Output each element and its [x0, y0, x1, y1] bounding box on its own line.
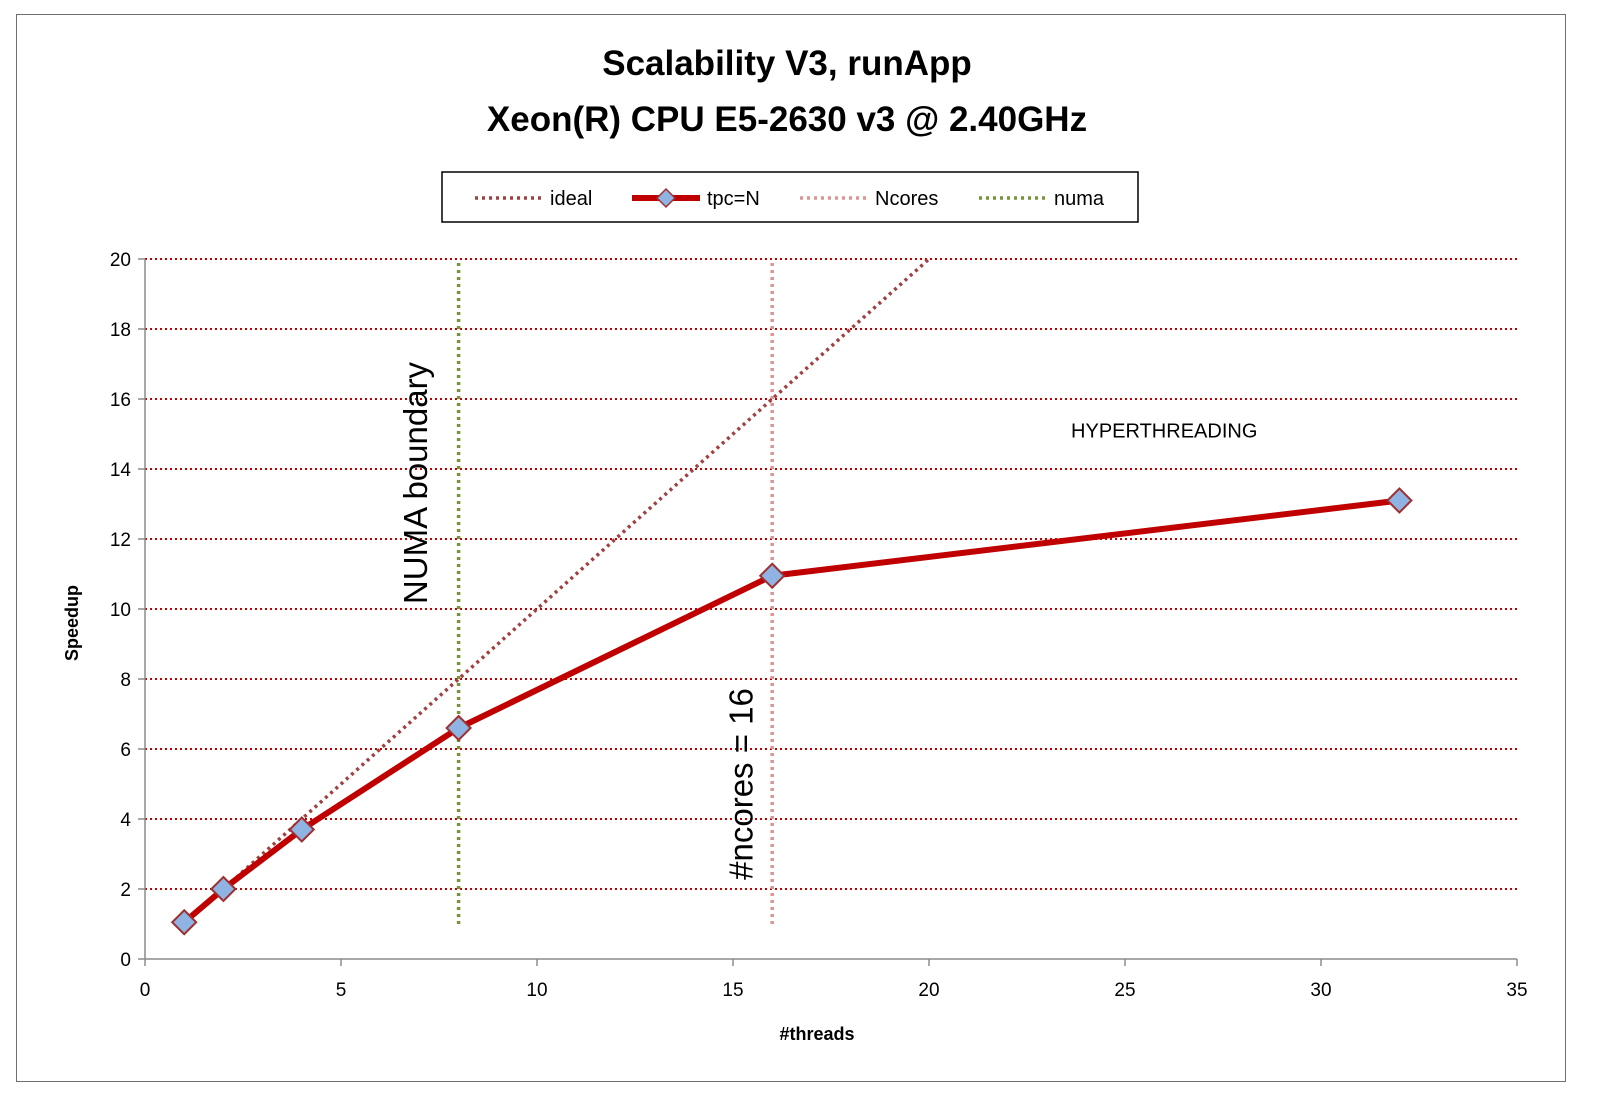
y-tick-label-20: 20: [110, 250, 131, 271]
tpc-n-point-1: [170, 908, 198, 936]
tpc-n-point-16: [758, 562, 786, 590]
legend: ideal tpc=N Ncores numa: [441, 171, 1139, 223]
y-tick-label-8: 8: [120, 670, 131, 691]
y-tick-label-18: 18: [110, 320, 131, 341]
legend-marker-tpc-n: [655, 187, 677, 209]
annotation-ncores-16: #ncores = 16: [723, 688, 760, 880]
grid-lines: [145, 258, 1517, 890]
tpc-n-point-32: [1385, 487, 1413, 514]
tpc-n-point-4: [288, 816, 316, 843]
x-tick-label-20: 20: [918, 980, 939, 1001]
y-tick-label-4: 4: [120, 810, 131, 831]
chart-frame: 0 2 4 6 8 10 12 14 16 18 20 0 5 10 15 20 25 30 35 NUMA bou…: [16, 14, 1566, 1082]
speedup-chart: 0 2 4 6 8 10 12 14 16 18 20 0 5 10 15 20 25 30 35 NUMA bou…: [62, 44, 1528, 1044]
tpc-n-point-2: [209, 875, 237, 903]
x-tick-label-5: 5: [336, 980, 347, 1001]
y-tick-label-6: 6: [120, 740, 131, 761]
series-ideal-line: [183, 257, 931, 926]
y-axis-title: Speedup: [62, 585, 82, 661]
y-tick-label-2: 2: [120, 880, 131, 901]
series: [170, 257, 1413, 936]
legend-label-ideal: ideal: [550, 188, 592, 210]
y-tick-label-10: 10: [110, 600, 131, 621]
x-tick-label-0: 0: [140, 980, 151, 1001]
axes: 0 2 4 6 8 10 12 14 16 18 20 0 5 10 15 20 25 30 35: [110, 250, 1528, 1001]
x-tick-label-35: 35: [1506, 980, 1527, 1001]
x-tick-label-30: 30: [1310, 980, 1331, 1001]
x-axis-title: #threads: [779, 1024, 854, 1044]
annotations: NUMA boundary #ncores = 16 HYPERTHREADING: [397, 361, 1257, 879]
y-tick-label-0: 0: [120, 950, 131, 971]
x-tick-label-25: 25: [1114, 980, 1135, 1001]
y-tick-label-12: 12: [110, 530, 131, 551]
y-tick-label-16: 16: [110, 390, 131, 411]
annotation-hyperthreading: HYPERTHREADING: [1071, 421, 1257, 443]
x-tick-label-10: 10: [526, 980, 547, 1001]
chart-title-line-2: Xeon(R) CPU E5-2630 v3 @ 2.40GHz: [487, 100, 1087, 139]
x-tick-label-15: 15: [722, 980, 743, 1001]
chart-title-line-1: Scalability V3, runApp: [602, 44, 972, 83]
y-tick-label-14: 14: [110, 460, 132, 481]
tpc-n-point-8: [445, 714, 473, 742]
legend-label-ncores: Ncores: [875, 188, 938, 210]
legend-label-numa: numa: [1054, 188, 1105, 210]
series-tpc-n-line: [182, 497, 1400, 925]
legend-box: [441, 171, 1139, 223]
annotation-numa-boundary: NUMA boundary: [397, 361, 434, 604]
legend-label-tpc-n: tpc=N: [707, 188, 760, 210]
